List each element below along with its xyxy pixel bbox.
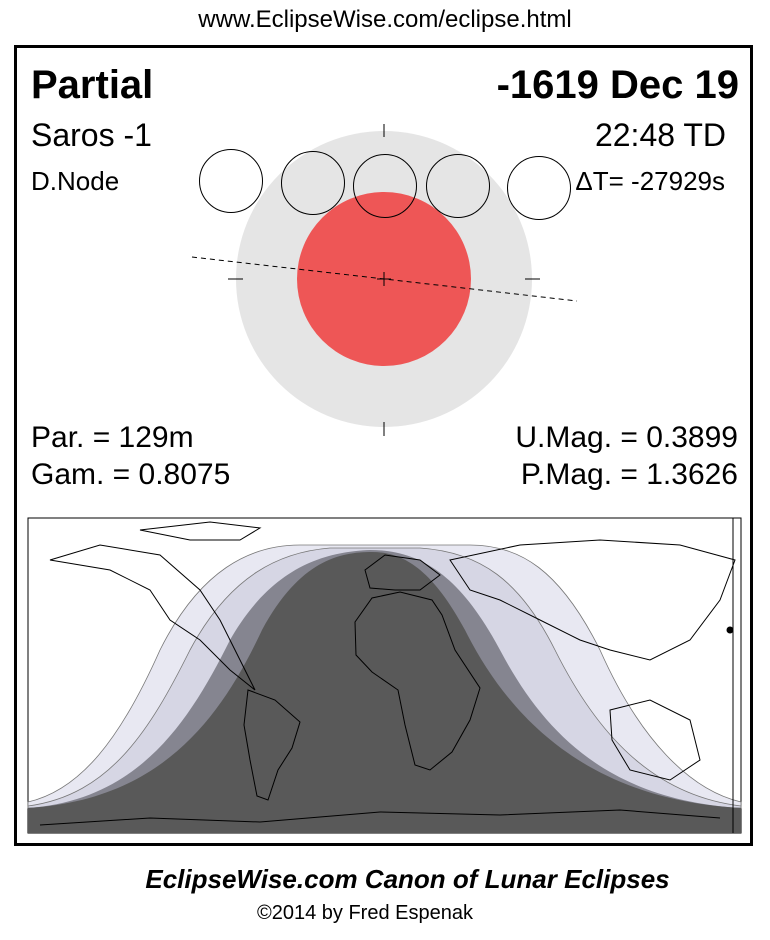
moon-zenith-marker [726, 626, 734, 634]
delta-t: ΔT= -27929s [575, 166, 725, 196]
visibility-map [27, 517, 742, 834]
umbral-magnitude: U.Mag. = 0.3899 [515, 421, 738, 454]
moon-position-u4 [426, 154, 490, 218]
moon-position-p1 [199, 149, 263, 213]
saros-number: Saros -1 [31, 117, 152, 153]
eclipse-time: 22:48 TD [594, 117, 726, 153]
eclipse-type: Partial [31, 63, 154, 107]
gamma: Gam. = 0.8075 [31, 458, 231, 491]
footer-title: EclipseWise.com Canon of Lunar Eclipses [145, 864, 670, 894]
moon-path-line [191, 256, 578, 302]
eclipse-panel [14, 45, 753, 846]
partial-duration: Par. = 129m [31, 421, 194, 454]
penumbral-magnitude: P.Mag. = 1.3626 [520, 458, 738, 491]
node: D.Node [31, 166, 120, 196]
moon-position-greatest [353, 154, 417, 218]
moon-position-u1 [281, 151, 345, 215]
moon-position-p4 [507, 156, 571, 220]
source-url: www.EclipseWise.com/eclipse.html [198, 6, 572, 33]
footer-copyright: ©2014 by Fred Espenak [257, 902, 473, 924]
total-visibility-zone [28, 552, 741, 808]
eclipse-date: -1619 Dec 19 [496, 63, 739, 107]
coastlines [39, 521, 736, 826]
